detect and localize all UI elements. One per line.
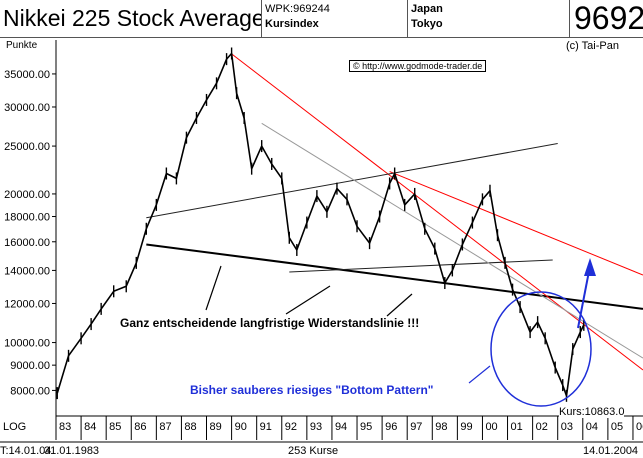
annotation-pointer <box>386 293 413 317</box>
footer-bar: T:14.01.04 31.01.1983 253 Kurse 14.01.20… <box>0 444 643 458</box>
y-tick-label: 35000.00 <box>4 69 50 81</box>
footer-left-label: T:14.01.04 <box>0 445 52 457</box>
copyright-label: (c) Tai-Pan <box>566 40 619 52</box>
trendline-upper-black <box>146 143 558 219</box>
x-tick-label: 01 <box>511 421 523 433</box>
x-tick-label: 91 <box>260 421 272 433</box>
y-unit-label: Punkte <box>6 40 38 51</box>
annotation-pointer <box>285 285 331 315</box>
x-tick-label: 95 <box>360 421 372 433</box>
x-tick-label: 88 <box>184 421 196 433</box>
current-price-label: Kurs:10863.0 <box>559 406 625 418</box>
country-label: Japan <box>411 3 443 15</box>
x-tick-label: 83 <box>59 421 71 433</box>
x-tick-label: 05 <box>611 421 623 433</box>
x-tick-label: 00 <box>485 421 497 433</box>
y-tick-label: 30000.00 <box>4 102 50 114</box>
x-tick-label: 89 <box>210 421 222 433</box>
footer-end-date: 14.01.2004 <box>583 445 639 457</box>
y-tick-label: 25000.00 <box>4 141 50 153</box>
x-tick-label: 84 <box>84 421 96 433</box>
chart-title: Nikkei 225 Stock Average <box>0 0 262 37</box>
breakout-arrow-shaft <box>577 265 591 329</box>
chart-canvas: 35000.00 30000.00 25000.00 20000.00 18000.00… <box>0 40 643 443</box>
y-tick-label: 9000.00 <box>10 360 50 372</box>
x-tick-label: 87 <box>159 421 171 433</box>
resistance-annotation: Ganz entscheidende langfristige Widersta… <box>120 316 420 330</box>
bottom-pattern-annotation: Bisher sauberes riesiges "Bottom Pattern… <box>190 383 434 397</box>
x-tick-label: 02 <box>536 421 548 433</box>
y-tick-label: 10000.00 <box>4 338 50 350</box>
x-tick-label: 06 <box>636 421 643 433</box>
bottom-pattern-pointer <box>468 365 491 384</box>
big-value-display: 96924 <box>574 0 643 36</box>
x-tick-label: 90 <box>235 421 247 433</box>
wpk-label: WPK:969244 <box>265 3 330 15</box>
trendline-mid-black <box>289 259 553 273</box>
trendline-red-1 <box>230 53 643 371</box>
x-tick-label: 96 <box>385 421 397 433</box>
breakout-arrow-head <box>584 258 596 276</box>
y-tick-label: 16000.00 <box>4 237 50 249</box>
x-tick-label: 99 <box>460 421 472 433</box>
x-tick-label: 94 <box>335 421 347 433</box>
x-tick-label: 04 <box>586 421 598 433</box>
x-tick-label: 92 <box>285 421 297 433</box>
footer-start-date: 31.01.1983 <box>44 445 100 457</box>
x-tick-label: 98 <box>435 421 447 433</box>
annotation-pointer <box>205 265 222 311</box>
city-label: Tokyo <box>411 18 443 30</box>
x-tick-label: 03 <box>561 421 573 433</box>
header-bar: Nikkei 225 Stock Average WPK:969244 Kurs… <box>0 0 643 38</box>
trendline-red-2 <box>389 171 643 276</box>
scale-label: LOG <box>3 421 26 433</box>
price-line <box>56 52 585 397</box>
y-tick-label: 18000.00 <box>4 212 50 224</box>
index-type-label: Kursindex <box>265 18 319 30</box>
trendline-resistance <box>146 243 643 310</box>
x-tick-label: 93 <box>310 421 322 433</box>
x-tick-label: 97 <box>410 421 422 433</box>
y-tick-label: 12000.00 <box>4 298 50 310</box>
bottom-pattern-ellipse <box>490 291 592 407</box>
y-tick-label: 14000.00 <box>4 265 50 277</box>
source-url-label: © http://www.godmode-trader.de <box>349 60 487 72</box>
footer-count: 253 Kurse <box>288 445 339 457</box>
header-divider <box>0 37 643 38</box>
x-tick-label: 85 <box>109 421 121 433</box>
x-tick-label: 86 <box>134 421 146 433</box>
location-info: Japan Tokyo <box>408 0 570 37</box>
y-tick-label: 20000.00 <box>4 189 50 201</box>
y-tick-label: 8000.00 <box>10 385 50 397</box>
security-info: WPK:969244 Kursindex <box>262 0 408 37</box>
